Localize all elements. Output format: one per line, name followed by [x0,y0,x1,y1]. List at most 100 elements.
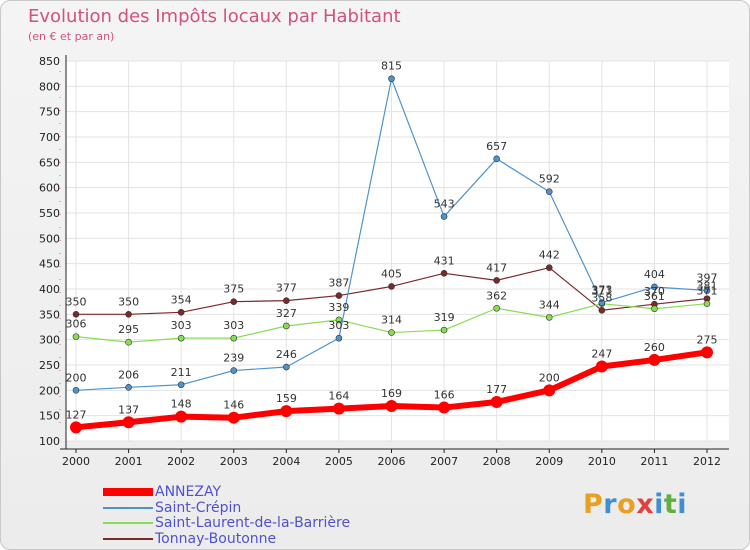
data-label: 314 [381,314,402,327]
y-tick-label: 400 [39,283,60,296]
data-label: 169 [381,387,402,400]
logo-letter: o [617,489,637,520]
data-point [388,329,395,336]
logo-letter: r [603,489,618,520]
data-point [438,401,451,414]
data-label: 166 [434,389,455,402]
x-tick-label: 2011 [640,455,668,468]
data-point [335,292,343,299]
data-label: 159 [276,392,297,405]
data-label: 371 [591,285,612,298]
y-tick-label: 850 [39,55,60,68]
data-label: 344 [539,298,560,311]
logo-letter: i [654,489,664,520]
data-point [283,363,290,371]
data-point [493,304,500,312]
data-label: 404 [644,268,665,281]
data-point [493,277,500,284]
x-tick-label: 2008 [483,455,511,468]
data-label: 146 [223,399,244,412]
x-tick-label: 2006 [378,455,406,468]
data-label: 339 [328,301,349,314]
y-tick-label: 800 [39,80,60,93]
chart-title: Evolution des Impôts locaux par Habitant [28,6,401,27]
data-point [598,306,606,314]
data-label: 361 [644,290,665,303]
y-tick-label: 750 [39,106,60,119]
data-label: 377 [276,282,297,295]
data-label: 371 [697,285,718,298]
data-point [280,405,293,418]
data-label: 354 [171,293,192,306]
data-point [703,287,711,294]
data-label: 200 [66,371,87,384]
data-label: 373 [591,284,612,297]
x-tick-label: 2009 [535,455,563,468]
data-label: 319 [434,311,455,324]
y-tick-label: 150 [39,410,60,423]
data-label: 246 [276,348,297,361]
data-point [122,416,135,429]
data-label: 306 [66,318,87,331]
data-point [490,395,503,408]
data-point [283,322,290,330]
x-tick-label: 2003 [220,455,248,468]
x-tick-label: 2005 [325,455,353,468]
data-label: 350 [66,295,87,308]
data-label: 127 [66,408,87,421]
y-tick-label: 650 [39,156,60,169]
data-point [543,384,556,397]
data-point [227,411,240,424]
data-label: 327 [276,307,297,320]
data-point [230,367,238,374]
y-tick-label: 700 [39,131,60,144]
data-point [177,334,185,342]
data-label: 211 [171,366,192,379]
x-tick-label: 2000 [62,455,90,468]
y-tick-label: 250 [39,359,60,372]
data-label: 405 [381,267,402,280]
data-point [335,334,343,342]
x-tick-label: 2001 [115,455,143,468]
data-point [283,297,290,304]
data-label: 815 [381,60,402,73]
data-point [545,188,553,196]
y-tick-label: 500 [39,232,60,245]
logo-letter: x [636,489,655,520]
data-point [701,346,713,359]
data-label: 370 [644,285,665,298]
data-label: 375 [223,283,244,296]
legend-label: Tonnay-Boutonne [155,530,277,547]
data-point [651,283,658,291]
data-point [440,326,448,334]
data-point [595,360,608,373]
data-label: 387 [328,277,349,290]
data-point [70,421,82,434]
data-point [177,381,185,389]
data-point [125,311,132,318]
data-label: 239 [223,352,244,365]
y-tick-label: 200 [39,384,60,397]
data-label: 442 [539,249,560,262]
logo-letter: i [677,489,688,520]
data-point [440,213,448,220]
data-point [230,334,238,342]
legend-label: Saint-Crépin [155,499,242,516]
proxiti-logo: Proxiti [583,489,687,520]
data-point [598,299,606,306]
data-point [72,311,80,318]
data-point [335,316,343,324]
data-label: 657 [486,140,507,153]
data-label: 303 [328,319,349,332]
data-label: 592 [539,173,560,186]
data-label: 431 [434,254,455,267]
data-point [545,314,553,321]
legend-swatch [103,506,153,509]
legend-label: Saint-Laurent-de-la-Barrière [155,515,351,531]
y-tick-label: 450 [39,258,60,271]
data-label: 200 [539,371,560,384]
data-point [703,300,711,307]
data-point [332,402,345,415]
